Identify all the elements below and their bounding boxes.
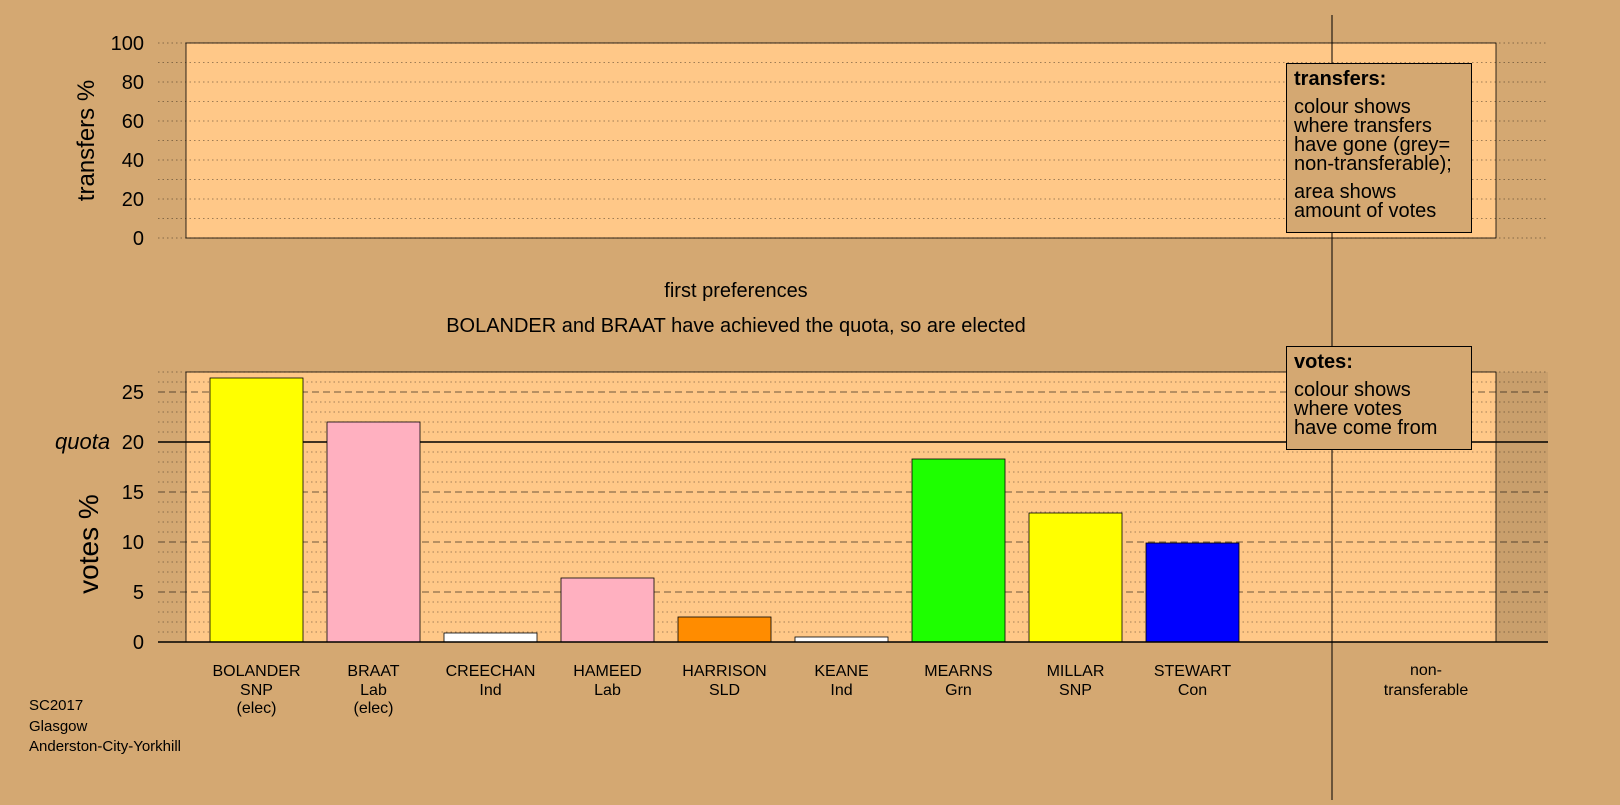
x-tick-label: CREECHAN [446, 663, 536, 680]
x-tick-label: HARRISON [682, 663, 766, 680]
legend-line: have come from [1294, 417, 1438, 439]
x-tick-party: Ind [479, 682, 501, 699]
votes-legend-title: votes: [1294, 351, 1353, 373]
bar [326, 421, 421, 643]
x-tick-label: STEWART [1154, 663, 1232, 680]
votes-legend: votes: colour shows where votes have com… [1286, 346, 1472, 450]
y-axis-label: transfers % [73, 80, 100, 201]
x-tick-note: (elec) [236, 700, 276, 717]
x-tick-party: SNP [240, 682, 273, 699]
x-tick-label: MEARNS [924, 663, 992, 680]
transfers-panel: 0 20 40 60 80 100 transfers % [73, 33, 1548, 250]
quota-label: quota [55, 429, 110, 454]
constituency-footer: SC2017 Glasgow Anderston-City-Yorkhill [29, 696, 181, 758]
legend-line: amount of votes [1294, 200, 1437, 222]
legend-line: non-transferable); [1294, 153, 1452, 175]
y-tick-label: 10 [122, 532, 144, 554]
x-tick-party: Grn [945, 682, 972, 699]
y-tick-label: 40 [122, 150, 144, 172]
y-tick-label: 15 [122, 482, 144, 504]
x-tick-note: (elec) [353, 700, 393, 717]
x-tick-party: Ind [830, 682, 852, 699]
bar [1028, 512, 1123, 643]
bar [911, 458, 1006, 643]
transfers-legend-title: transfers: [1294, 68, 1387, 90]
legend-line: have gone (grey= [1294, 134, 1451, 156]
chart-subtitle: BOLANDER and BRAAT have achieved the quo… [446, 315, 1026, 337]
x-tick-party: SLD [709, 682, 740, 699]
legend-line: colour shows [1294, 96, 1411, 118]
y-tick-label: 20 [122, 189, 144, 211]
transfers-legend-area-note: area shows amount of votes [1294, 181, 1464, 222]
x-tick-label: KEANE [814, 663, 868, 680]
chart-title: first preferences [664, 280, 807, 302]
x-tick-party: SNP [1059, 682, 1092, 699]
x-tick-label: BRAAT [347, 663, 399, 680]
x-tick-label: non- [1410, 662, 1442, 679]
transfers-legend: transfers: colour shows where transfers … [1286, 63, 1472, 233]
legend-line: where votes [1294, 398, 1402, 420]
transfers-plot-area [185, 42, 1497, 239]
legend-line: where transfers [1294, 115, 1432, 137]
votes-panel: quota 0 5 10 15 20 25 votes % first preferences B… [55, 280, 1548, 717]
y-tick-label: 0 [133, 632, 144, 654]
plot-margin-shade [1496, 372, 1548, 642]
footer-ward: Anderston-City-Yorkhill [29, 738, 182, 755]
footer-election: SC2017 [29, 697, 84, 714]
y-axis-label: votes % [73, 494, 104, 594]
bar [1145, 542, 1240, 643]
x-tick-label: BOLANDER [212, 663, 300, 680]
bar [794, 636, 889, 643]
legend-line: area shows [1294, 181, 1397, 203]
x-tick-label: transferable [1384, 682, 1469, 699]
x-tick-label: HAMEED [573, 663, 641, 680]
y-tick-label: 80 [122, 72, 144, 94]
x-tick-party: Lab [594, 682, 621, 699]
bar [677, 616, 772, 643]
bar [443, 632, 538, 643]
transfers-legend-colour-note: colour shows where transfers have gone (… [1294, 96, 1464, 175]
y-tick-label: 0 [133, 228, 144, 250]
y-tick-label: 100 [111, 33, 144, 55]
votes-legend-colour-note: colour shows where votes have come from [1294, 379, 1464, 439]
bar [209, 377, 304, 643]
x-tick-party: Con [1178, 682, 1207, 699]
y-tick-label: 25 [122, 382, 144, 404]
y-tick-label: 5 [133, 582, 144, 604]
x-tick-label: MILLAR [1047, 663, 1105, 680]
footer-council: Glasgow [29, 717, 88, 735]
bar [560, 577, 655, 643]
y-tick-label: 20 [122, 432, 144, 454]
y-tick-label: 60 [122, 111, 144, 133]
x-tick-party: Lab [360, 682, 387, 699]
legend-line: colour shows [1294, 379, 1411, 401]
